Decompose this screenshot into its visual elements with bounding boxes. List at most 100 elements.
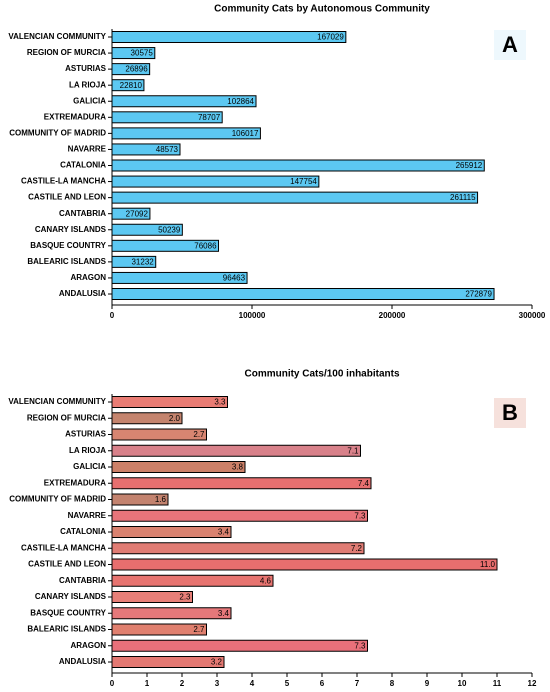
- bar: [111, 607, 232, 620]
- x-tick-label: 12: [528, 679, 537, 688]
- value-label: 265912: [456, 161, 483, 170]
- value-label: 7.3: [354, 511, 366, 520]
- value-label: 7.1: [347, 446, 359, 455]
- bar: [111, 574, 274, 587]
- panel-label: B: [502, 400, 518, 425]
- y-tick-label: ARAGON: [70, 273, 106, 282]
- value-label: 147754: [290, 177, 317, 186]
- bar: [111, 255, 157, 268]
- bar: [111, 111, 223, 124]
- x-tick-label: 300000: [519, 311, 546, 320]
- value-label: 1.6: [155, 495, 167, 504]
- bar: [111, 79, 145, 92]
- bar: [111, 477, 372, 490]
- x-tick-label: 8: [390, 679, 395, 688]
- x-tick-label: 0: [110, 679, 115, 688]
- x-tick-label: 4: [250, 679, 255, 688]
- value-label: 272879: [465, 290, 492, 299]
- bar: [111, 558, 498, 571]
- value-label: 106017: [232, 129, 259, 138]
- value-label: 30575: [131, 49, 154, 58]
- bar: [111, 127, 261, 140]
- y-tick-label: CASTILE AND LEON: [28, 560, 106, 569]
- value-label: 3.3: [214, 398, 226, 407]
- bar: [111, 159, 485, 172]
- panel-label: A: [502, 32, 518, 57]
- y-tick-label: CANARY ISLANDS: [35, 225, 107, 234]
- value-label: 26896: [125, 65, 148, 74]
- value-label: 4.6: [260, 576, 272, 585]
- y-tick-label: BASQUE COUNTRY: [30, 608, 106, 617]
- value-label: 7.4: [358, 479, 370, 488]
- bar: [111, 191, 479, 204]
- bar: [111, 288, 495, 300]
- y-tick-label: CATALONIA: [60, 161, 106, 170]
- y-tick-label: ASTURIAS: [65, 430, 107, 439]
- x-tick-label: 200000: [379, 311, 406, 320]
- y-tick-label: REGION OF MURCIA: [27, 48, 106, 57]
- x-tick-label: 6: [320, 679, 325, 688]
- y-tick-label: VALENCIAN COMMUNITY: [8, 397, 106, 406]
- x-tick-label: 0: [110, 311, 115, 320]
- value-label: 76086: [194, 241, 217, 250]
- value-label: 261115: [450, 193, 476, 202]
- bar: [111, 239, 220, 252]
- bar: [111, 175, 320, 188]
- y-tick-label: GALICIA: [73, 96, 106, 105]
- value-label: 31232: [131, 257, 154, 266]
- bar: [111, 95, 257, 108]
- value-label: 7.2: [351, 544, 363, 553]
- y-tick-label: LA RIOJA: [69, 80, 106, 89]
- y-tick-label: BASQUE COUNTRY: [30, 241, 106, 250]
- bar: [111, 444, 361, 457]
- y-tick-label: CANARY ISLANDS: [35, 592, 107, 601]
- bar: [111, 223, 183, 236]
- bar: [111, 271, 248, 284]
- bar: [111, 639, 368, 652]
- y-tick-label: VALENCIAN COMMUNITY: [8, 32, 106, 41]
- y-tick-label: LA RIOJA: [69, 446, 106, 455]
- y-tick-label: BALEARIC ISLANDS: [27, 625, 106, 634]
- value-label: 102864: [227, 97, 254, 106]
- y-tick-label: NAVARRE: [68, 145, 107, 154]
- y-tick-label: CASTILE-LA MANCHA: [21, 543, 106, 552]
- x-tick-label: 7: [355, 679, 360, 688]
- value-label: 11.0: [480, 560, 496, 569]
- panel-box: [494, 398, 526, 428]
- chart-title: Community Cats/100 inhabitants: [244, 369, 399, 380]
- bar: [111, 656, 225, 668]
- y-tick-label: ANDALUSIA: [59, 289, 106, 298]
- value-label: 2.7: [193, 625, 205, 634]
- bar: [111, 396, 228, 408]
- bar: [111, 31, 347, 43]
- x-tick-label: 1: [145, 679, 150, 688]
- bar: [111, 143, 181, 156]
- bar: [111, 63, 151, 76]
- x-tick-label: 9: [425, 679, 430, 688]
- bar: [111, 493, 169, 506]
- bar: [111, 207, 151, 220]
- y-tick-label: CANTABRIA: [59, 576, 106, 585]
- value-label: 7.3: [354, 641, 366, 650]
- y-tick-label: ANDALUSIA: [59, 657, 106, 666]
- y-tick-label: ARAGON: [70, 641, 106, 650]
- bar: [111, 623, 207, 636]
- y-tick-label: EXTREMADURA: [44, 112, 106, 121]
- y-tick-label: COMMUNITY OF MADRID: [9, 128, 106, 137]
- y-tick-label: BALEARIC ISLANDS: [27, 257, 106, 266]
- value-label: 3.4: [218, 609, 230, 618]
- value-label: 167029: [317, 33, 344, 42]
- y-tick-label: CATALONIA: [60, 527, 106, 536]
- value-label: 3.8: [232, 463, 244, 472]
- y-tick-label: GALICIA: [73, 462, 106, 471]
- panel-box: [494, 30, 526, 60]
- bar: [111, 591, 193, 603]
- y-tick-label: ASTURIAS: [65, 64, 107, 73]
- value-label: 27092: [126, 209, 149, 218]
- chart-title: Community Cats by Autonomous Community: [214, 4, 430, 15]
- bar: [111, 526, 232, 538]
- value-label: 48573: [156, 145, 179, 154]
- bar: [111, 47, 156, 60]
- value-label: 2.3: [179, 593, 191, 602]
- bar: [111, 428, 207, 441]
